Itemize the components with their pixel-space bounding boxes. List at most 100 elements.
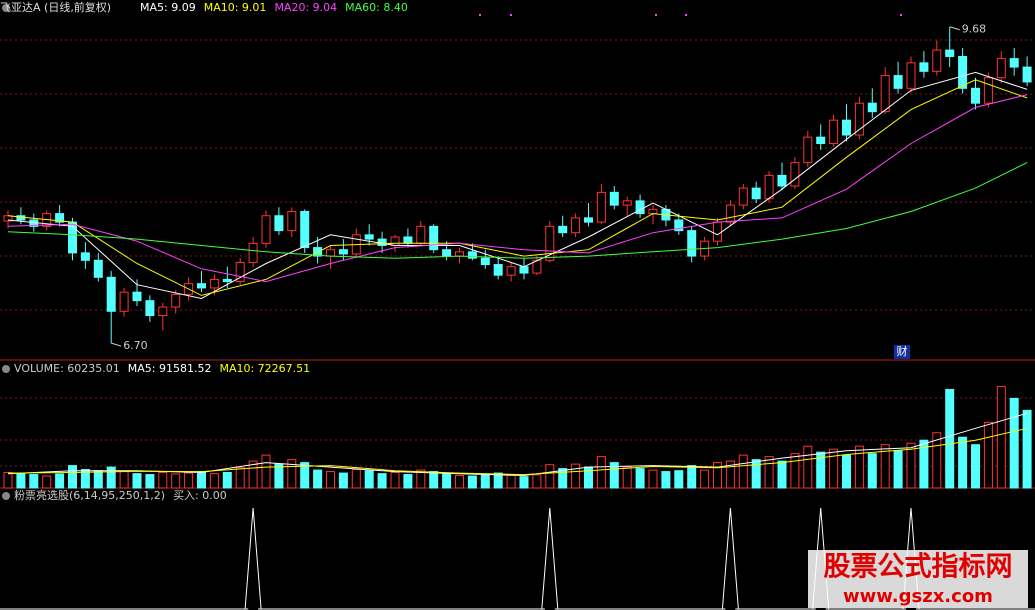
legend-entry: MA5: 91581.52 [128,362,212,375]
volume-bar [829,448,839,489]
candle-body [764,174,774,200]
candle-body [790,162,800,187]
candle-body [816,136,826,145]
volume-bar [55,473,65,489]
candle-body [55,213,65,223]
legend-entry: MA5: 9.09 [140,1,196,14]
volume-bar [790,453,800,489]
volume-bar [713,462,722,489]
candle-body [906,62,916,89]
header-icon [2,365,10,373]
volume-bar [416,469,426,489]
volume-bar [209,473,219,489]
candle-body [609,191,619,206]
candle-body [506,266,516,276]
volume-bar [132,473,142,489]
candle-body [467,251,477,259]
volume-bar [313,469,323,489]
candle-body [687,230,697,257]
volume-bar [932,432,942,489]
volume-bar [816,451,826,489]
candle-body [248,242,258,263]
volume-bar [326,471,335,489]
volume-bar [867,453,877,489]
volume-bar [803,445,813,489]
annotation-label: 6.70 [123,339,148,352]
candle-body [725,204,735,223]
candle-body [364,234,374,240]
candle-body [803,136,813,164]
ma-line [7,427,1028,476]
annotation-label: 9.68 [962,23,987,36]
ma-line [7,71,1028,300]
header-icon [2,492,10,500]
volume-bar [377,473,387,489]
volume-bar [467,475,477,489]
candle-body [442,249,452,257]
candle-body [429,225,439,251]
badge-box [894,345,910,359]
volume-bar [222,471,232,489]
volume-bar [622,466,632,489]
candle-body [119,291,129,312]
candle-body [648,208,658,215]
volume-bar [235,467,245,489]
candle-body [403,236,413,244]
candle-body [919,62,929,72]
legend-entry: VOLUME: 60235.01 [14,362,120,375]
badge: 财 [897,344,908,358]
top-markers [479,14,902,16]
volume-bar [596,456,606,489]
candle-body [983,77,993,104]
candle-body [338,249,348,255]
volume-bar [158,471,168,489]
volume-bar [442,473,452,489]
candle-body [571,217,581,234]
volume-bar [609,462,619,489]
candle-body [145,300,155,317]
candle-body [842,119,851,136]
legend-entry: 买入: 0.00 [173,489,227,502]
ma-line [7,162,1028,259]
volume-bar [945,388,955,489]
candle-body [377,238,387,246]
volume-bar [842,454,851,489]
volume-bar [545,464,555,489]
volume-bar [3,471,13,489]
volume-bar [532,474,542,489]
legend-entry: MA20: 9.04 [274,1,337,14]
candle-body [584,217,593,223]
candle-body [390,236,400,246]
candle-body [880,75,890,113]
volume-bar [700,469,710,489]
candle-body [261,215,271,244]
volume-bar [1022,409,1032,489]
candle-body [326,249,335,257]
volume-bar [1009,397,1019,489]
candle-body [93,259,103,278]
volume-bar [687,465,697,489]
candle-body [455,251,464,257]
volume-bar [725,460,735,489]
volume-bar [274,463,284,489]
candle-body [932,49,942,72]
volume-bar [480,474,490,489]
volume-bar [880,444,890,489]
volume-bar [29,474,39,489]
volume-bar [558,468,568,489]
volume-bar [403,474,413,489]
volume-bar [971,444,980,489]
candle-body [287,210,297,232]
volume-bar [16,473,26,489]
candle-body [854,102,864,136]
candle-body [274,215,284,232]
candle-body [996,58,1006,79]
candle-body [158,306,168,317]
candle-body [596,191,606,223]
volume-bar [983,421,993,489]
volume-bar [106,466,116,489]
volume-bar [493,472,503,489]
candle-body [867,102,877,113]
candle-body [558,225,568,234]
